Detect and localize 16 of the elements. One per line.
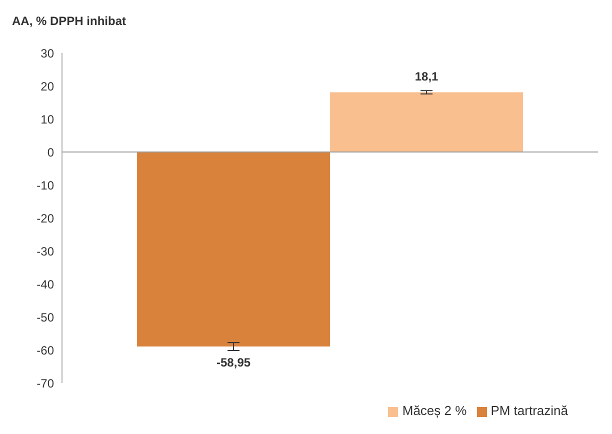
y-tick-label: -40 bbox=[36, 277, 54, 292]
data-label: -58,95 bbox=[216, 356, 251, 370]
legend-label: Măceș 2 % bbox=[402, 403, 467, 418]
y-tick-label: 20 bbox=[40, 79, 54, 94]
y-axis-title: AA, % DPPH inhibat bbox=[12, 14, 126, 28]
y-tick-label: 30 bbox=[40, 46, 54, 60]
y-tick-label: -30 bbox=[36, 244, 54, 258]
data-label: 18,1 bbox=[414, 69, 439, 84]
legend-label: PM tartrazină bbox=[490, 403, 568, 418]
y-tick-label: 10 bbox=[40, 112, 54, 126]
y-tick-label: -60 bbox=[36, 343, 54, 358]
y-tick-label: -20 bbox=[36, 211, 54, 226]
y-tick-label: 0 bbox=[47, 145, 54, 160]
y-tick-label: -10 bbox=[36, 178, 54, 192]
y-tick-label: -70 bbox=[36, 376, 54, 390]
y-tick-label: -50 bbox=[36, 310, 54, 324]
